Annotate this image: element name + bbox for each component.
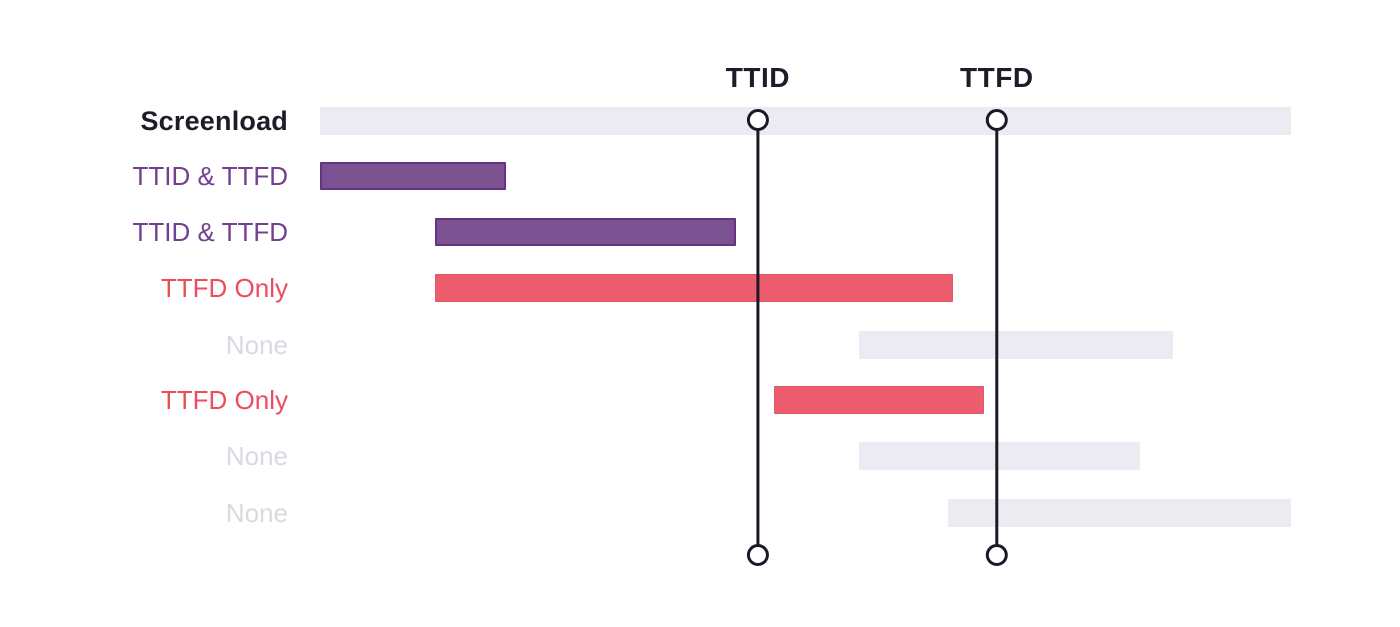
row-label: TTID & TTFD: [132, 217, 288, 247]
row-label: TTFD Only: [160, 273, 288, 303]
ttfd-marker-circle-bottom: [985, 544, 1008, 566]
span-bar-purple: [320, 162, 507, 190]
ttid-marker-label: TTID: [725, 62, 791, 93]
row-label: None: [225, 441, 288, 471]
span-bar-red: [434, 274, 954, 302]
row-label: Screenload: [140, 106, 288, 136]
ttfd-marker-label: TTFD: [960, 62, 1034, 93]
span-bar-gray: [858, 331, 1173, 359]
span-bar-red: [774, 386, 985, 414]
row-label: TTFD Only: [160, 385, 288, 415]
span-bar-gray: [320, 107, 1291, 135]
span-bar-gray: [858, 442, 1141, 470]
span-bar-purple: [434, 218, 736, 246]
ttid-marker-circle-bottom: [746, 544, 769, 566]
row-label: None: [225, 330, 288, 360]
row-label: None: [225, 498, 288, 528]
row-label: TTID & TTFD: [132, 161, 288, 191]
span-bar-gray: [948, 499, 1291, 527]
